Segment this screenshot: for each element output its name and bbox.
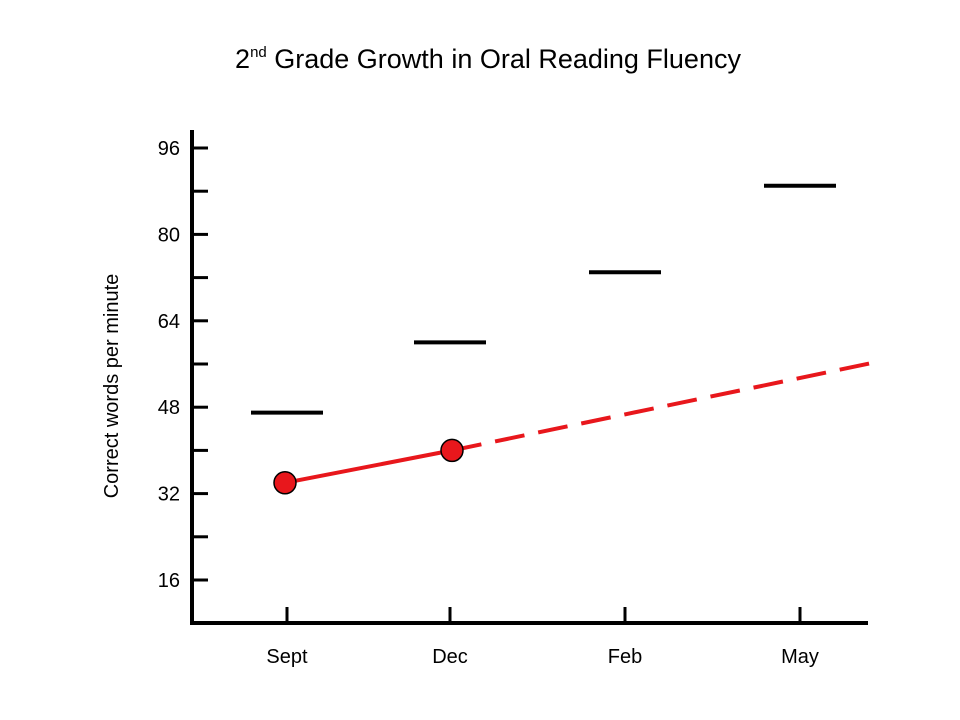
axes-layer bbox=[190, 130, 868, 625]
student-data-point bbox=[440, 438, 464, 463]
chart-title-superscript: nd bbox=[250, 44, 267, 61]
x-tick-label: Feb bbox=[608, 646, 642, 668]
x-tick-label: Dec bbox=[432, 646, 468, 668]
y-tick-label: 96 bbox=[158, 138, 180, 160]
x-tick-label: Sept bbox=[266, 646, 308, 668]
chart-title-main: 2 bbox=[235, 44, 250, 74]
x-tick-label: May bbox=[781, 646, 819, 668]
y-tick-label: 32 bbox=[158, 484, 180, 506]
y-tick-label: 48 bbox=[158, 397, 180, 419]
y-tick-label: 80 bbox=[158, 224, 180, 246]
y-axis-label: Correct words per minute bbox=[101, 274, 123, 499]
series-layer bbox=[251, 183, 881, 495]
labels-layer: 16 32 48 64 80 96 Sept Dec Feb May bbox=[158, 138, 819, 668]
projected-trend-line bbox=[451, 359, 881, 453]
y-tick-label: 16 bbox=[158, 570, 180, 592]
chart-title-rest: Grade Growth in Oral Reading Fluency bbox=[267, 44, 742, 74]
student-trend-line bbox=[284, 448, 453, 485]
y-tick-label: 64 bbox=[158, 311, 180, 333]
student-data-point bbox=[273, 471, 297, 495]
chart-title: 2nd Grade Growth in Oral Reading Fluency bbox=[235, 44, 741, 74]
